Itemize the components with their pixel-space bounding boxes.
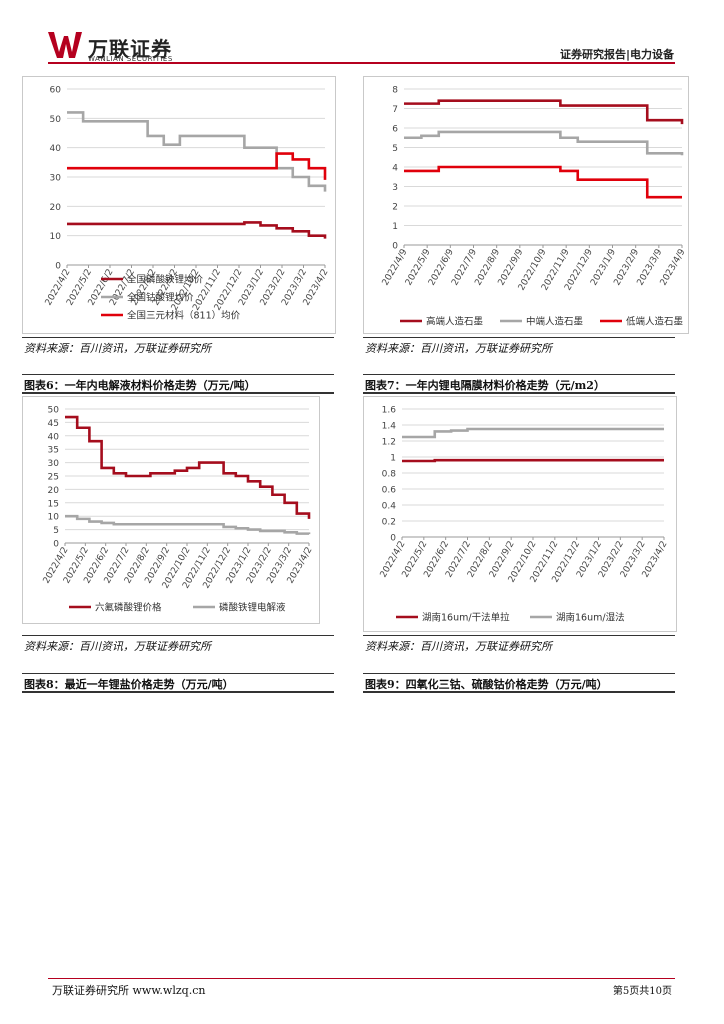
y-tick-label: 0.6: [382, 486, 397, 496]
legend-label: 全国三元材料（811）均价: [127, 310, 241, 322]
legend-label: 湖南16um/湿法: [556, 612, 625, 624]
chart-box-3: 0 5 10 15 20 25 30 35 40 45 50 2022/4/2 2022/5/2 2022…: [22, 396, 320, 624]
series-line: [404, 130, 684, 156]
logo-mark-icon: [48, 32, 82, 58]
figure-caption: 图表9：四氧化三钴、硫酸钴价格走势（万元/吨）: [365, 678, 608, 691]
source-rule: [22, 635, 334, 636]
series-line: [67, 221, 327, 239]
chart-box-1: 0 10 20 30 40 50 60 2022/4/2 2022/5/2 2022/6/2 202…: [22, 76, 336, 334]
y-tick-label: 0.8: [382, 470, 397, 480]
y-tick-label: 8: [392, 86, 398, 96]
y-tick-label: 10: [48, 513, 60, 523]
y-tick-label: 30: [48, 459, 60, 469]
figure-source: 资料来源：百川资讯，万联证券研究所: [24, 640, 211, 653]
footer-left: 万联证券研究所 www.wlzq.cn: [52, 984, 206, 997]
y-tick-label: 30: [50, 174, 62, 184]
series-line: [402, 427, 664, 439]
y-tick-label: 1: [392, 222, 398, 232]
page-number: 第5页共10页: [612, 986, 672, 997]
chart-box-2: 0 1 2 3 4 5 6 7 8 2022/4/9 2022/5/9 2022/6/9 2022/7/…: [363, 76, 689, 334]
legend-label: 湖南16um/干法单拉: [422, 612, 510, 624]
caption-rule: [363, 392, 675, 394]
brand-logo: 万联证券 WANLIAN SECURITIES: [48, 30, 208, 63]
y-tick-label: 25: [48, 473, 59, 483]
legend-label: 低端人造石墨: [626, 316, 684, 328]
caption-rule: [22, 374, 334, 375]
y-tick-label: 45: [48, 419, 59, 429]
chart-box-4: 0 0.2 0.4 0.6 0.8 1 1.2 1.4 1.6 2022/4/2 2022/5/2 2…: [363, 396, 677, 632]
y-tick-label: 1.6: [382, 406, 397, 416]
figure-caption: 图表8：最近一年锂盐价格走势（万元/吨）: [24, 678, 234, 691]
y-tick-label: 10: [50, 232, 62, 242]
legend-label: 磷酸铁锂电解液: [219, 602, 286, 614]
y-tick-label: 50: [48, 406, 60, 416]
caption-rule: [22, 691, 334, 693]
header-rule: [48, 62, 675, 64]
y-tick-label: 0: [392, 242, 398, 252]
series-line: [67, 111, 327, 192]
legend-label: 全国磷酸铁锂均价: [127, 274, 204, 286]
y-tick-label: 40: [48, 432, 60, 442]
y-tick-label: 0.2: [382, 518, 396, 528]
legend-label: 六氟磷酸锂价格: [95, 602, 162, 614]
y-tick-label: 0.4: [382, 502, 397, 512]
footer-rule: [48, 978, 675, 979]
chart-separator-prices: 00.20.40.60.811.21.41.62022/4/22022/5/22…: [379, 406, 670, 624]
caption-rule: [22, 392, 334, 394]
series-line: [65, 514, 311, 535]
y-tick-label: 20: [50, 203, 62, 213]
source-rule: [363, 635, 675, 636]
logo-en: WANLIAN SECURITIES: [88, 55, 173, 63]
y-tick-label: 4: [392, 164, 398, 174]
chart-electrolyte-prices: 051015202530354045502022/4/22022/5/22022…: [42, 406, 315, 614]
y-tick-label: 0: [55, 262, 61, 272]
logo-cn: 万联证券: [88, 37, 172, 61]
y-tick-label: 6: [392, 125, 398, 135]
y-tick-label: 7: [392, 105, 398, 115]
y-tick-label: 5: [53, 526, 59, 536]
y-tick-label: 50: [50, 115, 62, 125]
legend-label: 中端人造石墨: [526, 316, 584, 328]
report-type: 证券研究报告|电力设备: [559, 48, 674, 61]
y-tick-label: 5: [392, 144, 398, 154]
y-tick-label: 20: [48, 486, 60, 496]
y-tick-label: 3: [392, 183, 398, 193]
y-tick-label: 1.4: [382, 422, 397, 432]
figure-caption: 图表6：一年内电解液材料价格走势（万元/吨）: [24, 379, 256, 392]
y-tick-label: 35: [48, 446, 59, 456]
series-line: [65, 415, 311, 519]
caption-rule: [363, 691, 675, 693]
figure-caption: 图表7：一年内锂电隔膜材料价格走势（元/m2）: [365, 379, 605, 392]
chart-cathode-prices: 01020304050602022/4/22022/5/22022/6/2202…: [44, 86, 331, 322]
y-tick-label: 0: [390, 534, 396, 544]
figure-source: 资料来源：百川资讯，万联证券研究所: [365, 342, 552, 355]
series-line: [404, 99, 684, 125]
caption-rule: [22, 673, 334, 674]
series-line: [404, 165, 682, 199]
figure-source: 资料来源：百川资讯，万联证券研究所: [24, 342, 211, 355]
series-line: [402, 458, 664, 463]
legend-label: 全国钴酸锂均价: [127, 292, 194, 304]
y-tick-label: 2: [392, 203, 398, 213]
y-tick-label: 1: [390, 454, 396, 464]
source-rule: [22, 337, 334, 338]
source-rule: [363, 337, 675, 338]
legend-label: 高端人造石墨: [426, 316, 484, 328]
y-tick-label: 0: [53, 540, 59, 550]
series-line: [67, 152, 327, 180]
caption-rule: [363, 673, 675, 674]
y-tick-label: 15: [48, 499, 59, 509]
chart-anode-prices: 0123456782022/4/92022/5/92022/6/92022/7/…: [381, 86, 688, 328]
y-tick-label: 40: [50, 144, 62, 154]
caption-rule: [363, 374, 675, 375]
figure-source: 资料来源：百川资讯，万联证券研究所: [365, 640, 552, 653]
y-tick-label: 60: [50, 86, 62, 96]
y-tick-label: 1.2: [382, 438, 396, 448]
